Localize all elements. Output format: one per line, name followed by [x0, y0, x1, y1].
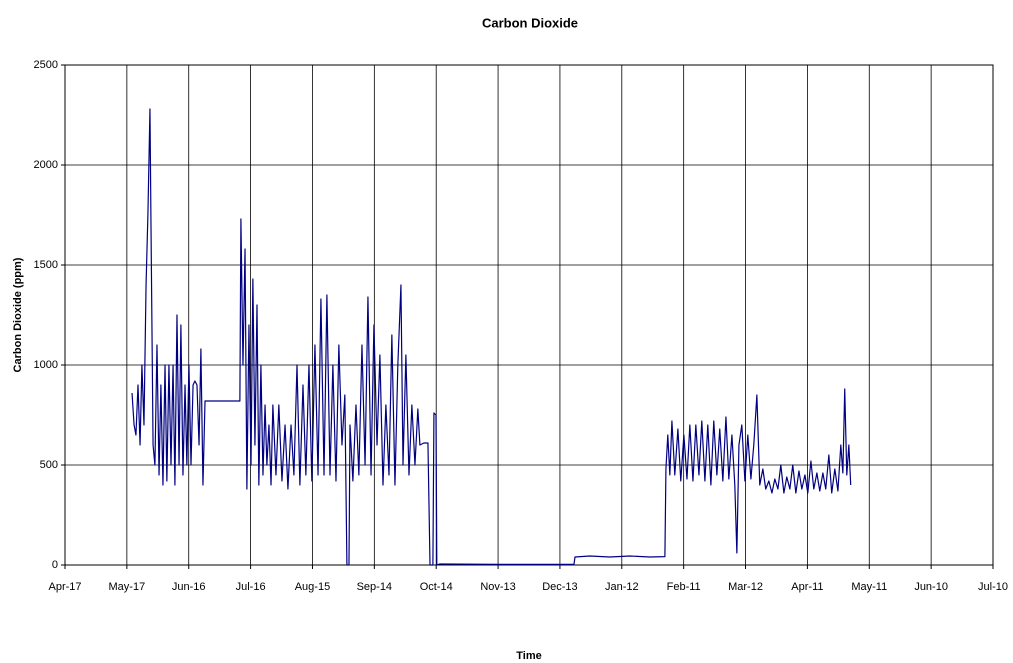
- y-tick-label: 2000: [34, 159, 58, 171]
- x-axis-title: Time: [516, 650, 541, 662]
- x-tick-label: Aug-15: [295, 581, 330, 593]
- x-tick-label: Sep-14: [357, 581, 392, 593]
- y-axis-title: Carbon Dioxide (ppm): [12, 257, 24, 372]
- chart-title: Carbon Dioxide: [482, 15, 578, 30]
- x-tick-label: Jul-16: [236, 581, 266, 593]
- x-tick-label: Jul-10: [978, 581, 1008, 593]
- y-tick-label: 0: [52, 559, 58, 571]
- x-tick-label: Feb-11: [667, 581, 701, 593]
- y-tick-label: 2500: [34, 59, 58, 71]
- x-tick-label: Jun-16: [172, 581, 206, 593]
- x-tick-label: May-17: [109, 581, 146, 593]
- y-tick-label: 1500: [34, 259, 58, 271]
- y-tick-label: 500: [40, 459, 58, 471]
- x-tick-label: Jun-10: [914, 581, 948, 593]
- x-tick-label: May-11: [851, 581, 887, 593]
- x-tick-label: Dec-13: [542, 581, 577, 593]
- x-tick-label: Nov-13: [480, 581, 515, 593]
- x-tick-label: Apr-17: [48, 581, 81, 593]
- x-tick-label: Jan-12: [605, 581, 639, 593]
- x-tick-label: Mar-12: [728, 581, 763, 593]
- x-tick-label: Oct-14: [420, 581, 453, 593]
- y-tick-label: 1000: [34, 359, 58, 371]
- data-line: [131, 108, 852, 566]
- plot-border: [64, 64, 994, 566]
- x-tick-label: Apr-11: [791, 581, 823, 593]
